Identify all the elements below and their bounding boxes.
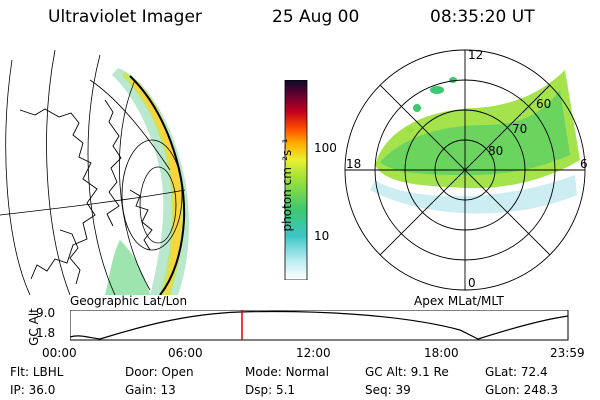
map-content [0, 49, 190, 295]
time-tick-0000: 00:00 [42, 346, 77, 360]
status-door: Door: Open [125, 365, 194, 379]
colorbar [284, 80, 308, 280]
status-gc-alt: GC Alt: 9.1 Re [365, 365, 449, 379]
geographic-map [0, 49, 190, 295]
time-tick-1200: 12:00 [296, 346, 331, 360]
polar-plot [344, 49, 586, 291]
status-dsp: Dsp: 5.1 [245, 383, 296, 397]
lat-label-60: 60 [536, 97, 552, 111]
altitude-ytick-high: 9.0 [36, 306, 56, 320]
time-label: 08:35:20 UT [430, 7, 535, 27]
altitude-plot [70, 310, 569, 341]
altitude-curve [70, 310, 569, 340]
mlt-label-6: 6 [580, 157, 588, 171]
mlt-label-12: 12 [468, 48, 484, 62]
status-filter: Flt: LBHL [10, 365, 64, 379]
status-glat: GLat: 72.4 [485, 365, 548, 379]
time-tick-1800: 18:00 [424, 346, 459, 360]
colorbar-tick-10: 10 [314, 229, 330, 243]
instrument-title: Ultraviolet Imager [48, 7, 202, 27]
lat-label-70: 70 [512, 122, 528, 136]
time-tick-0600: 06:00 [168, 346, 203, 360]
time-tick-2359: 23:59 [550, 346, 585, 360]
colorbar-label: photon cm⁻²s⁻¹ [280, 138, 294, 232]
status-glon: GLon: 248.3 [485, 383, 558, 397]
status-seq: Seq: 39 [365, 383, 411, 397]
geographic-caption: Geographic Lat/Lon [70, 294, 188, 308]
status-ip: IP: 36.0 [10, 383, 56, 397]
altitude-ytick-low: 1.8 [36, 326, 56, 340]
status-mode: Mode: Normal [245, 365, 329, 379]
status-gain: Gain: 13 [125, 383, 176, 397]
polar-caption: Apex MLat/MLT [414, 294, 504, 308]
mlt-label-18: 18 [346, 157, 362, 171]
colorbar-tick-100: 100 [314, 141, 337, 155]
lat-label-80: 80 [488, 144, 504, 158]
date-label: 25 Aug 00 [272, 7, 360, 27]
mlt-label-0: 0 [468, 276, 476, 290]
